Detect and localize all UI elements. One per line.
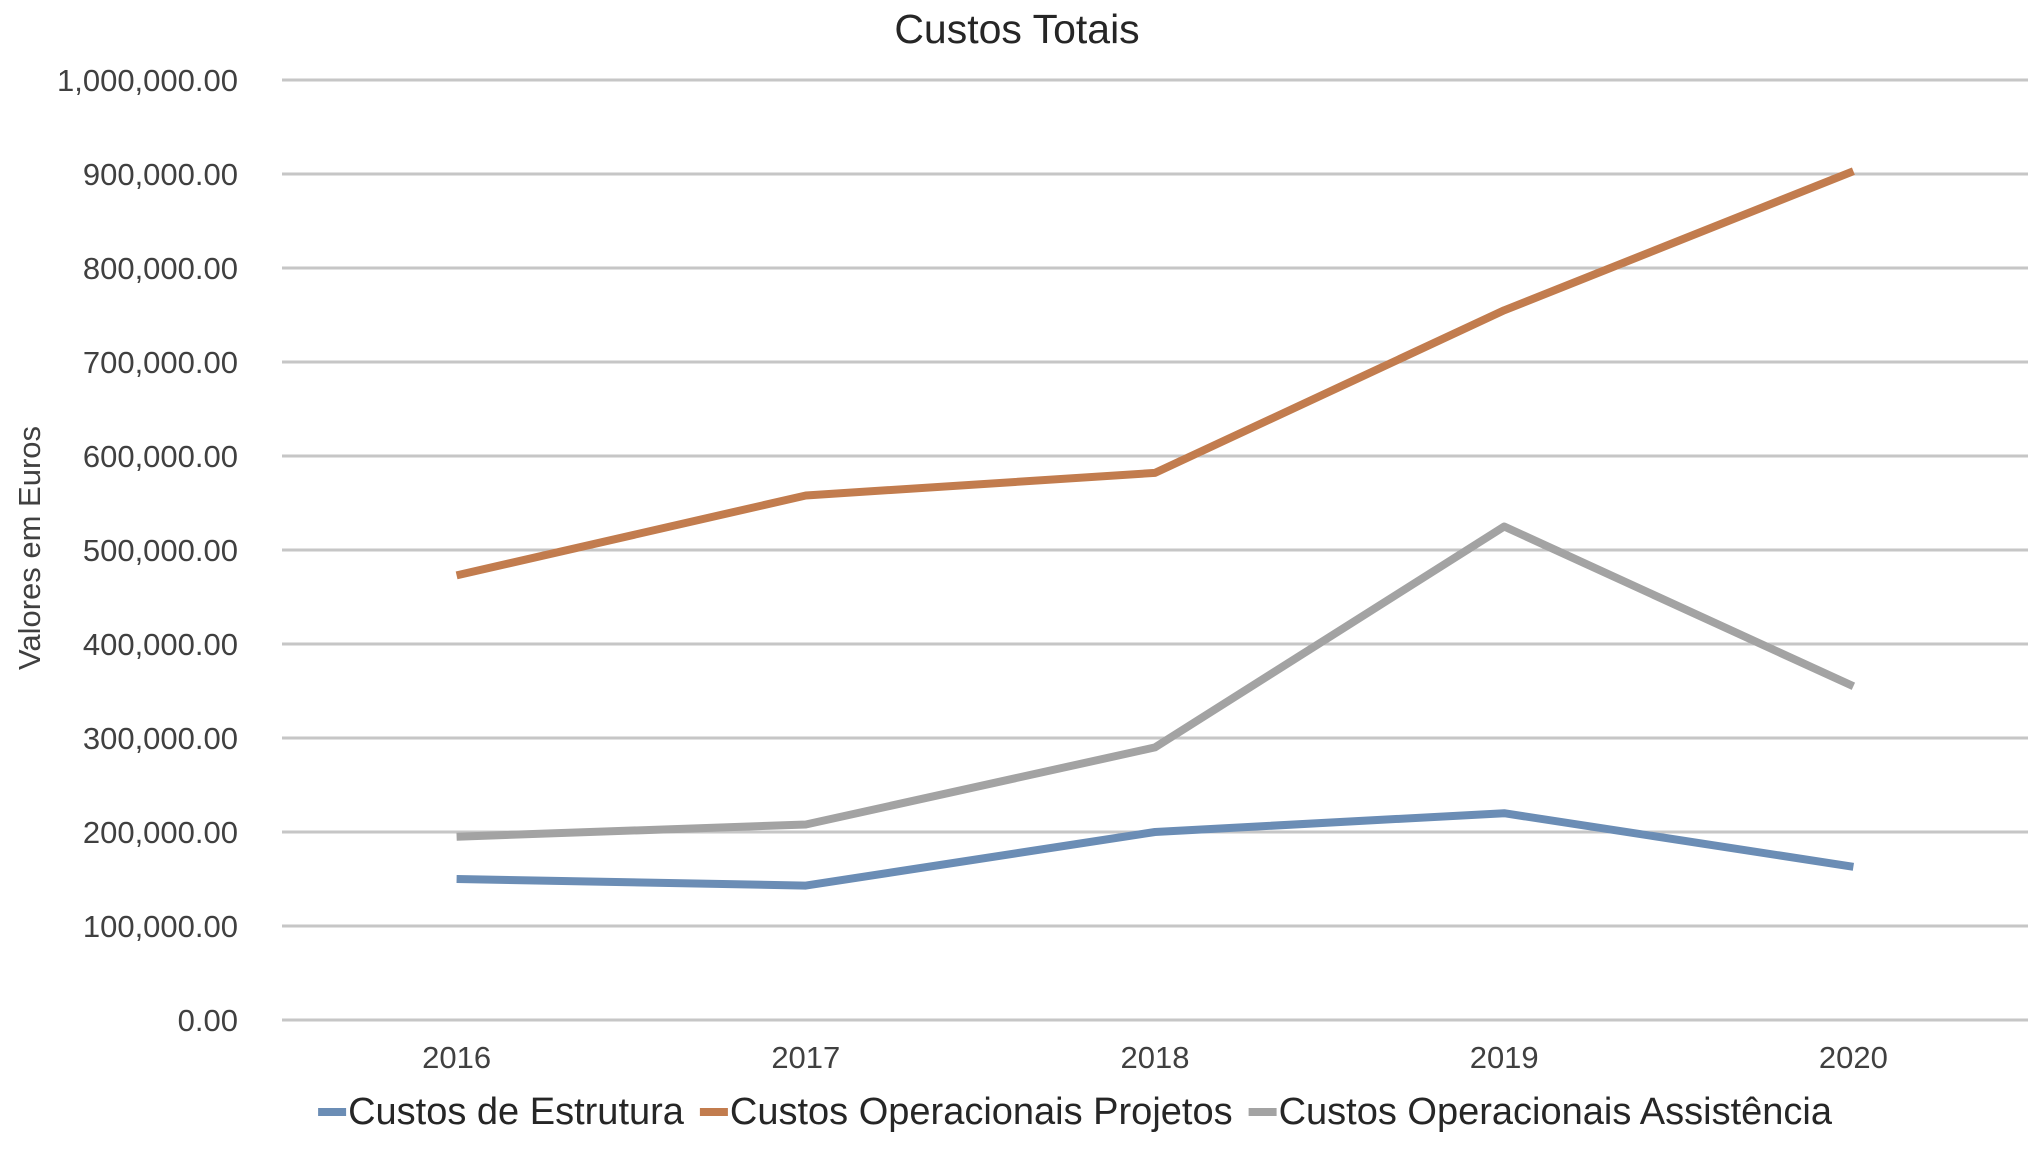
series-lines	[457, 171, 1854, 885]
series-line	[457, 171, 1854, 575]
y-tick-label: 800,000.00	[83, 251, 238, 286]
y-axis-title: Valores em Euros	[12, 426, 47, 670]
x-tick-label: 2017	[771, 1040, 840, 1075]
legend-label: Custos Operacionais Projetos	[730, 1091, 1233, 1133]
series-3	[457, 526, 1854, 836]
series-1	[457, 813, 1854, 885]
series-line	[457, 527, 1854, 837]
legend-label: Custos Operacionais Assistência	[1279, 1091, 1833, 1133]
chart-title: Custos Totais	[894, 6, 1139, 52]
y-tick-label: 400,000.00	[83, 627, 238, 662]
y-tick-label: 700,000.00	[83, 345, 238, 380]
y-tick-label: 300,000.00	[83, 721, 238, 756]
legend-item: Custos de Estrutura	[318, 1091, 685, 1133]
y-tick-label: 600,000.00	[83, 439, 238, 474]
y-tick-label: 100,000.00	[83, 909, 238, 944]
x-axis-ticks: 2016 2017 2018 2019 2020	[422, 1040, 1888, 1075]
y-tick-label: 900,000.00	[83, 157, 238, 192]
x-tick-label: 2018	[1121, 1040, 1190, 1075]
y-tick-label: 500,000.00	[83, 533, 238, 568]
x-tick-label: 2020	[1819, 1040, 1888, 1075]
y-tick-label: 0.00	[178, 1003, 238, 1038]
legend-label: Custos de Estrutura	[348, 1091, 685, 1133]
x-tick-label: 2016	[422, 1040, 491, 1075]
legend-item: Custos Operacionais Projetos	[700, 1091, 1233, 1133]
series-line	[457, 813, 1854, 885]
y-tick-label: 1,000,000.00	[57, 63, 238, 98]
x-tick-label: 2019	[1470, 1040, 1539, 1075]
y-axis-ticks: 0.00 100,000.00 200,000.00 300,000.00 400,00…	[57, 63, 238, 1038]
series-2	[457, 171, 1854, 575]
y-tick-label: 200,000.00	[83, 815, 238, 850]
legend-item: Custos Operacionais Assistência	[1249, 1091, 1833, 1133]
legend: Custos de Estrutura Custos Operacionais P…	[318, 1091, 1833, 1133]
